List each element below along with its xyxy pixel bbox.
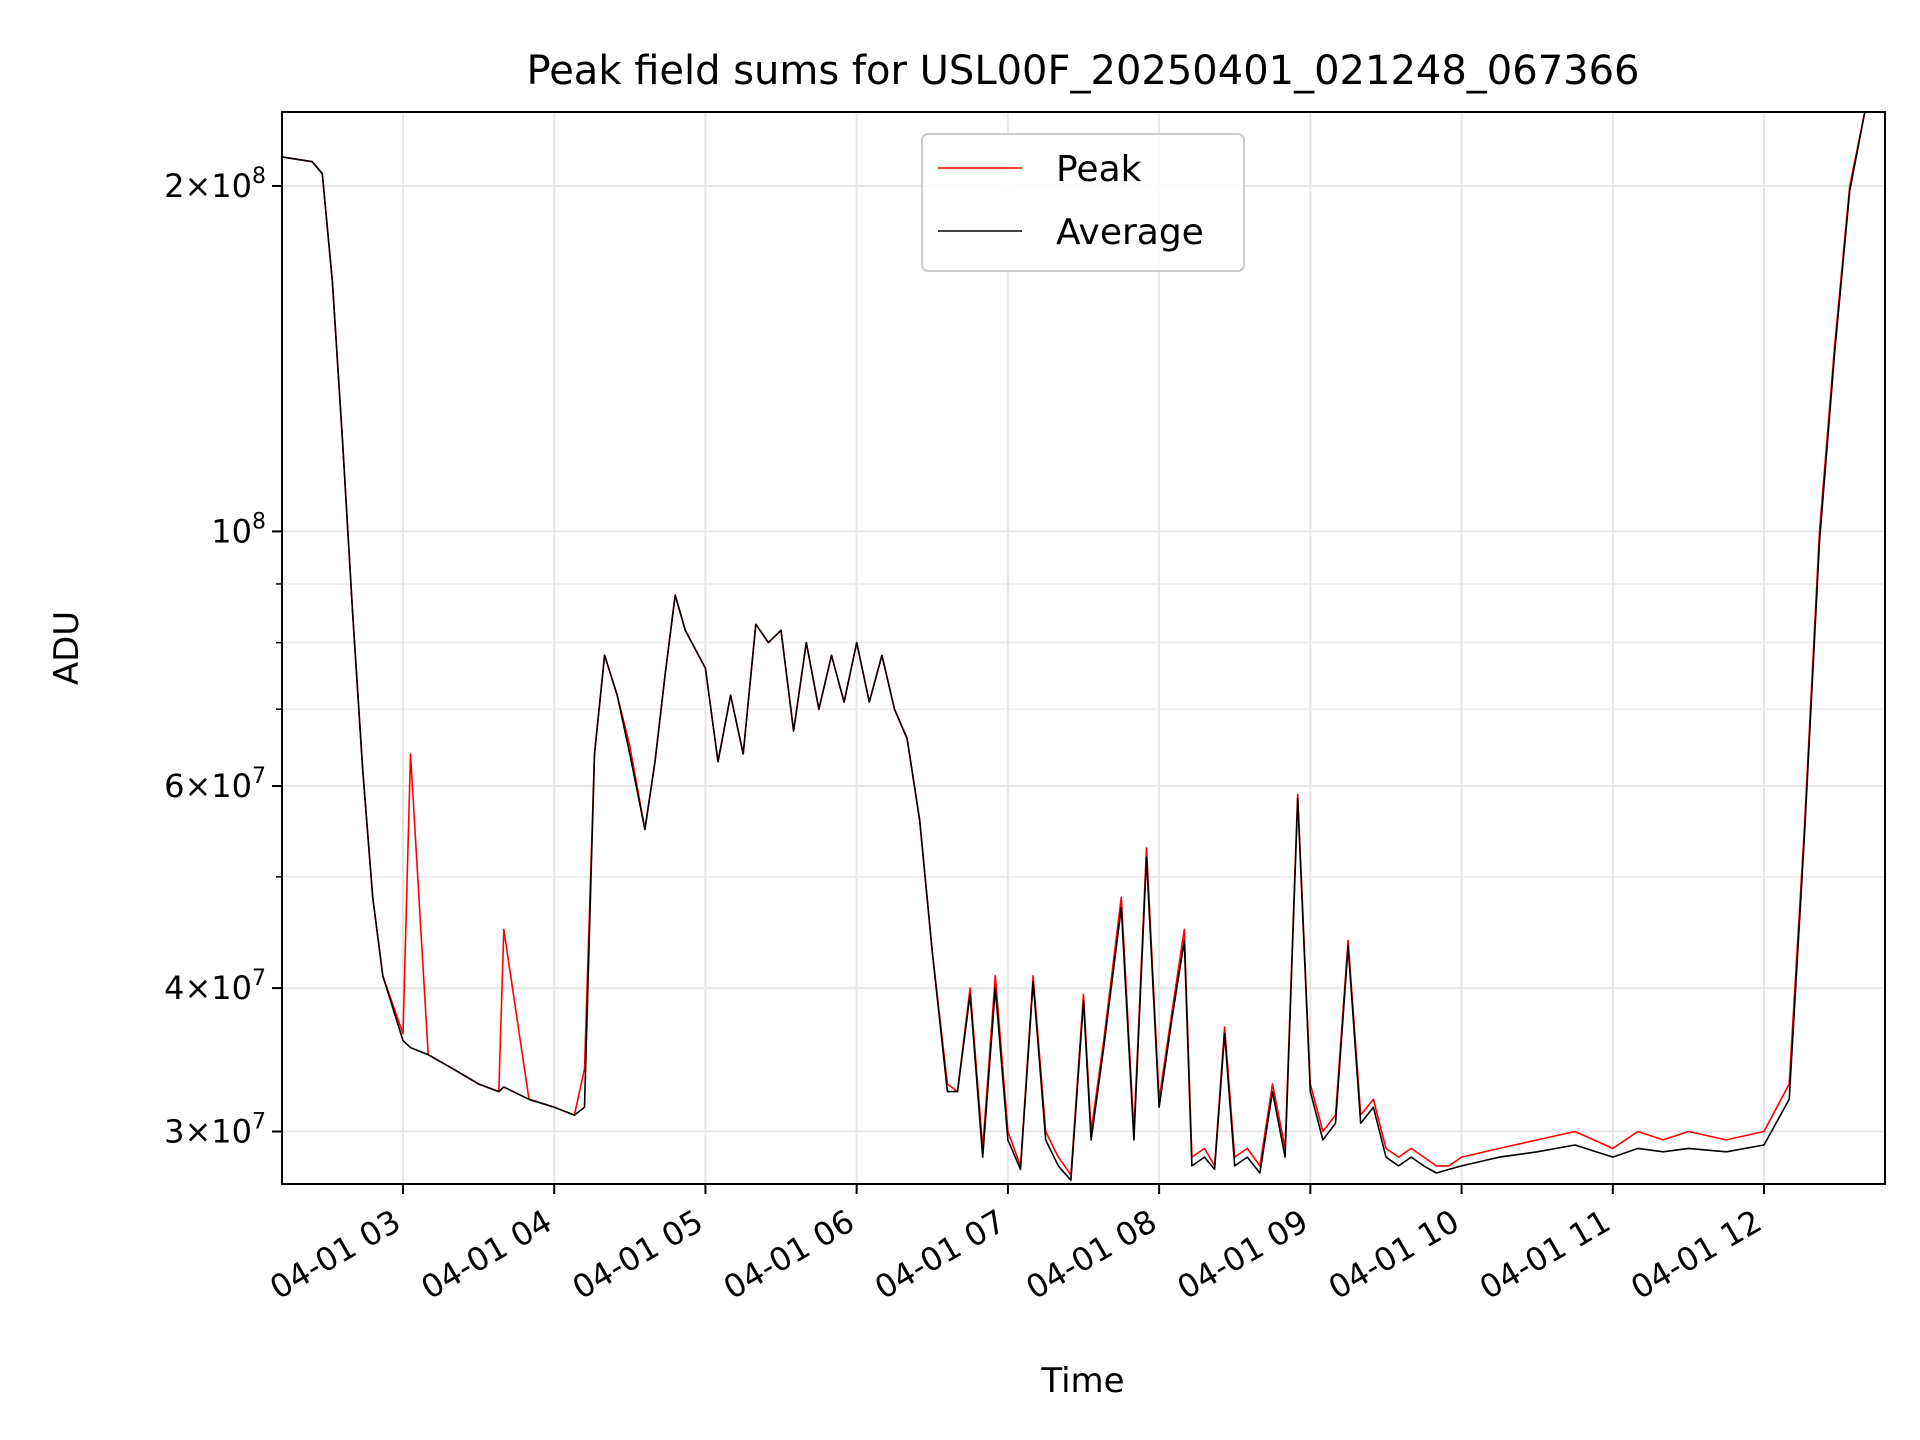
- y-tick-label: 6×107: [164, 764, 266, 805]
- y-tick-exponent: 7: [252, 764, 266, 789]
- y-tick-base: 10: [211, 512, 252, 550]
- series-line-average: [281, 111, 1866, 1182]
- x-axis-label: Time: [1040, 1361, 1124, 1401]
- y-axis-label: ADU: [47, 611, 87, 685]
- y-tick-mantissa: 3×10: [164, 1112, 252, 1150]
- y-tick-label: 2×108: [164, 164, 266, 205]
- y-tick-exponent: 7: [252, 966, 266, 991]
- y-tick-exponent: 8: [252, 164, 266, 189]
- y-tick-label: 4×107: [164, 966, 266, 1007]
- series-lines: [281, 111, 1866, 1182]
- y-tick-mantissa: 2×10: [164, 167, 252, 205]
- y-tick-label: 108: [211, 509, 266, 550]
- y-tick-exponent: 8: [252, 509, 266, 534]
- y-tick-mantissa: 6×10: [164, 767, 252, 805]
- legend-average-label: Average: [1056, 212, 1204, 253]
- legend-peak-label: Peak: [1056, 149, 1142, 190]
- y-tick-label: 3×107: [164, 1109, 266, 1150]
- y-tick-mantissa: 4×10: [164, 969, 252, 1007]
- y-tick-exponent: 7: [252, 1109, 266, 1134]
- chart-title: Peak field sums for USL00F_20250401_0212…: [527, 48, 1640, 94]
- plot-frame: [281, 111, 1886, 1185]
- legend: Peak Average: [921, 133, 1245, 272]
